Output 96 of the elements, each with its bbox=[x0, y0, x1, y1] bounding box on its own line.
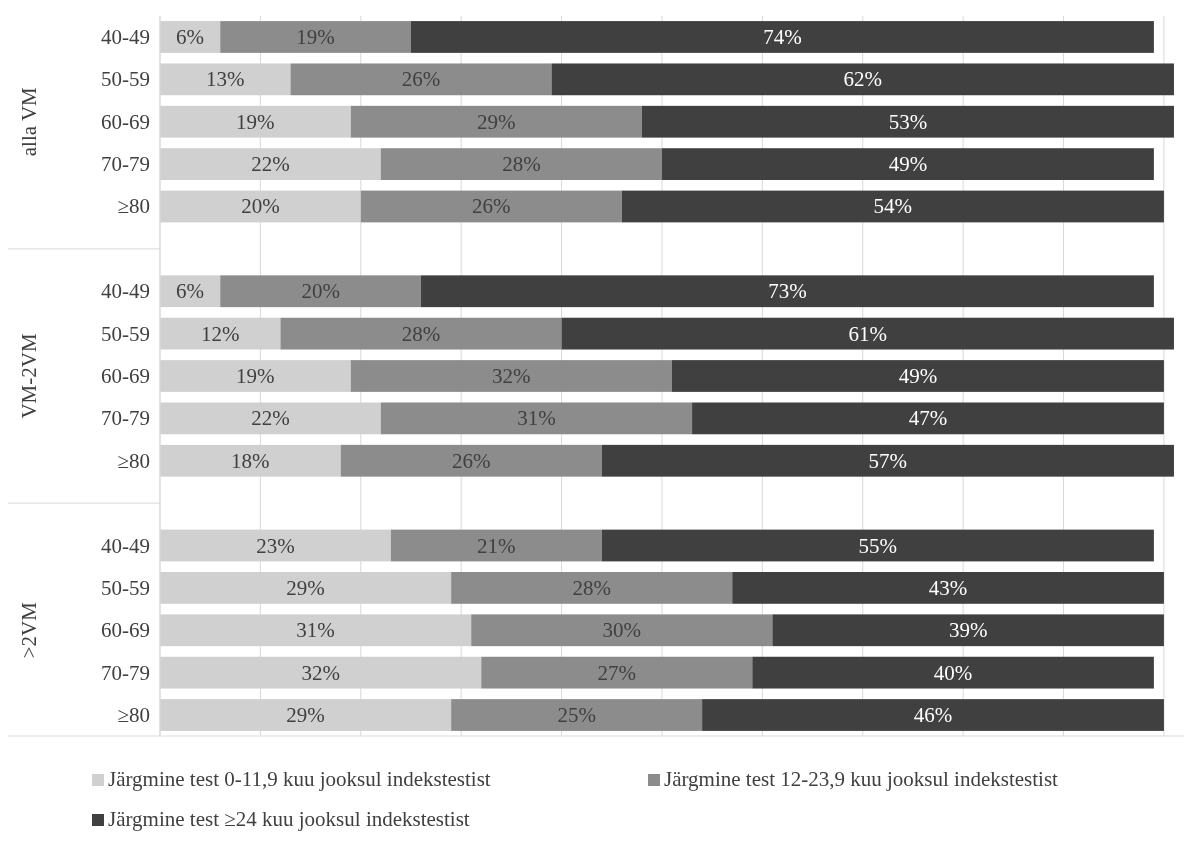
bar bbox=[220, 21, 411, 53]
data-label: 12% bbox=[200, 321, 240, 346]
y-tick-label: ≥80 bbox=[117, 703, 150, 728]
data-label: 29% bbox=[477, 109, 516, 134]
y-tick-label: 50-59 bbox=[101, 67, 150, 92]
data-label: 28% bbox=[572, 575, 611, 600]
bar bbox=[481, 656, 753, 689]
data-label: 53% bbox=[888, 109, 928, 134]
y-tick-label: 50-59 bbox=[101, 321, 150, 346]
data-label: 31% bbox=[296, 618, 335, 643]
data-label: 57% bbox=[868, 448, 908, 473]
bar bbox=[290, 63, 552, 96]
data-label: 23% bbox=[256, 533, 295, 558]
bar bbox=[350, 360, 672, 392]
data-label: 20% bbox=[241, 194, 280, 219]
y-tick-label: 70-79 bbox=[101, 406, 150, 431]
y-tick-label: 40-49 bbox=[101, 24, 150, 49]
bar bbox=[451, 572, 733, 604]
bar bbox=[702, 699, 1164, 731]
data-label: 46% bbox=[913, 703, 953, 728]
bar bbox=[752, 656, 1154, 689]
bar bbox=[621, 190, 1164, 223]
data-label: 49% bbox=[888, 152, 928, 177]
data-label: 22% bbox=[251, 406, 290, 431]
y-tick-label: 60-69 bbox=[101, 364, 150, 388]
bar bbox=[380, 402, 693, 435]
legend-label: Järgmine test ≥24 kuu jooksul indekstestist bbox=[108, 807, 470, 831]
bar bbox=[672, 360, 1164, 392]
bar bbox=[360, 190, 622, 223]
bar bbox=[601, 529, 1154, 562]
data-label: 74% bbox=[763, 24, 802, 49]
data-label: 6% bbox=[176, 279, 205, 304]
data-label: 6% bbox=[176, 24, 205, 49]
data-label: 28% bbox=[502, 152, 541, 177]
data-label: 49% bbox=[898, 364, 938, 388]
bar bbox=[561, 317, 1174, 350]
y-tick-label: 60-69 bbox=[101, 618, 150, 643]
y-tick-label: 70-79 bbox=[101, 660, 150, 685]
text: >2VM bbox=[17, 601, 41, 659]
bar bbox=[551, 63, 1174, 96]
data-label: 27% bbox=[597, 660, 637, 685]
data-label: 13% bbox=[206, 67, 245, 92]
bar bbox=[692, 402, 1164, 435]
bar bbox=[661, 148, 1154, 180]
data-label: 22% bbox=[251, 152, 290, 177]
y-tick-label: 70-79 bbox=[101, 152, 150, 177]
bar bbox=[220, 275, 422, 308]
bar bbox=[350, 105, 642, 138]
data-label: 73% bbox=[768, 279, 807, 304]
bar bbox=[601, 444, 1174, 477]
data-label: 54% bbox=[873, 194, 913, 219]
data-label: 55% bbox=[858, 533, 898, 558]
bar bbox=[340, 444, 602, 477]
data-label: 28% bbox=[401, 321, 441, 346]
data-label: 30% bbox=[602, 618, 642, 643]
data-label: 39% bbox=[948, 618, 988, 643]
data-label: 40% bbox=[933, 660, 973, 685]
data-label: 19% bbox=[296, 24, 335, 49]
data-label: 43% bbox=[928, 575, 968, 600]
legend-label: Järgmine test 0-11,9 kuu jooksul indekstestist bbox=[108, 767, 491, 791]
data-label: 19% bbox=[236, 109, 275, 134]
bar bbox=[641, 105, 1174, 138]
y-tick-label: ≥80 bbox=[117, 194, 150, 219]
bar bbox=[280, 317, 562, 350]
data-label: 47% bbox=[908, 406, 948, 431]
bar bbox=[390, 529, 602, 562]
y-tick-label: 60-69 bbox=[101, 109, 150, 134]
y-tick-label: 40-49 bbox=[101, 533, 150, 558]
data-label: 26% bbox=[401, 67, 441, 92]
data-label: 18% bbox=[231, 448, 270, 473]
y-tick-label: 50-59 bbox=[101, 575, 150, 600]
bar bbox=[772, 614, 1164, 647]
data-label: 31% bbox=[517, 406, 556, 431]
bar bbox=[471, 614, 773, 647]
data-label: 19% bbox=[236, 364, 275, 388]
data-label: 61% bbox=[848, 321, 888, 346]
y-tick-label: ≥80 bbox=[117, 448, 150, 473]
y-tick-label: 40-49 bbox=[101, 279, 150, 304]
data-label: 62% bbox=[843, 67, 882, 92]
legend-label: Järgmine test 12-23,9 kuu jooksul indekstestist bbox=[664, 767, 1059, 791]
data-label: 25% bbox=[557, 703, 596, 728]
bar bbox=[410, 21, 1154, 53]
data-label: 21% bbox=[477, 533, 516, 558]
data-label: 20% bbox=[301, 279, 340, 304]
data-label: 32% bbox=[492, 364, 531, 388]
data-label: 29% bbox=[286, 703, 325, 728]
bar bbox=[421, 275, 1154, 308]
data-label: 26% bbox=[472, 194, 511, 219]
bar bbox=[451, 699, 703, 731]
data-label: 32% bbox=[301, 660, 340, 685]
data-label: 26% bbox=[451, 448, 491, 473]
text: VM-2VM bbox=[17, 333, 41, 419]
data-label: 29% bbox=[286, 575, 325, 600]
text: alla VM bbox=[17, 86, 41, 157]
bar bbox=[732, 572, 1164, 604]
bar bbox=[380, 148, 662, 180]
